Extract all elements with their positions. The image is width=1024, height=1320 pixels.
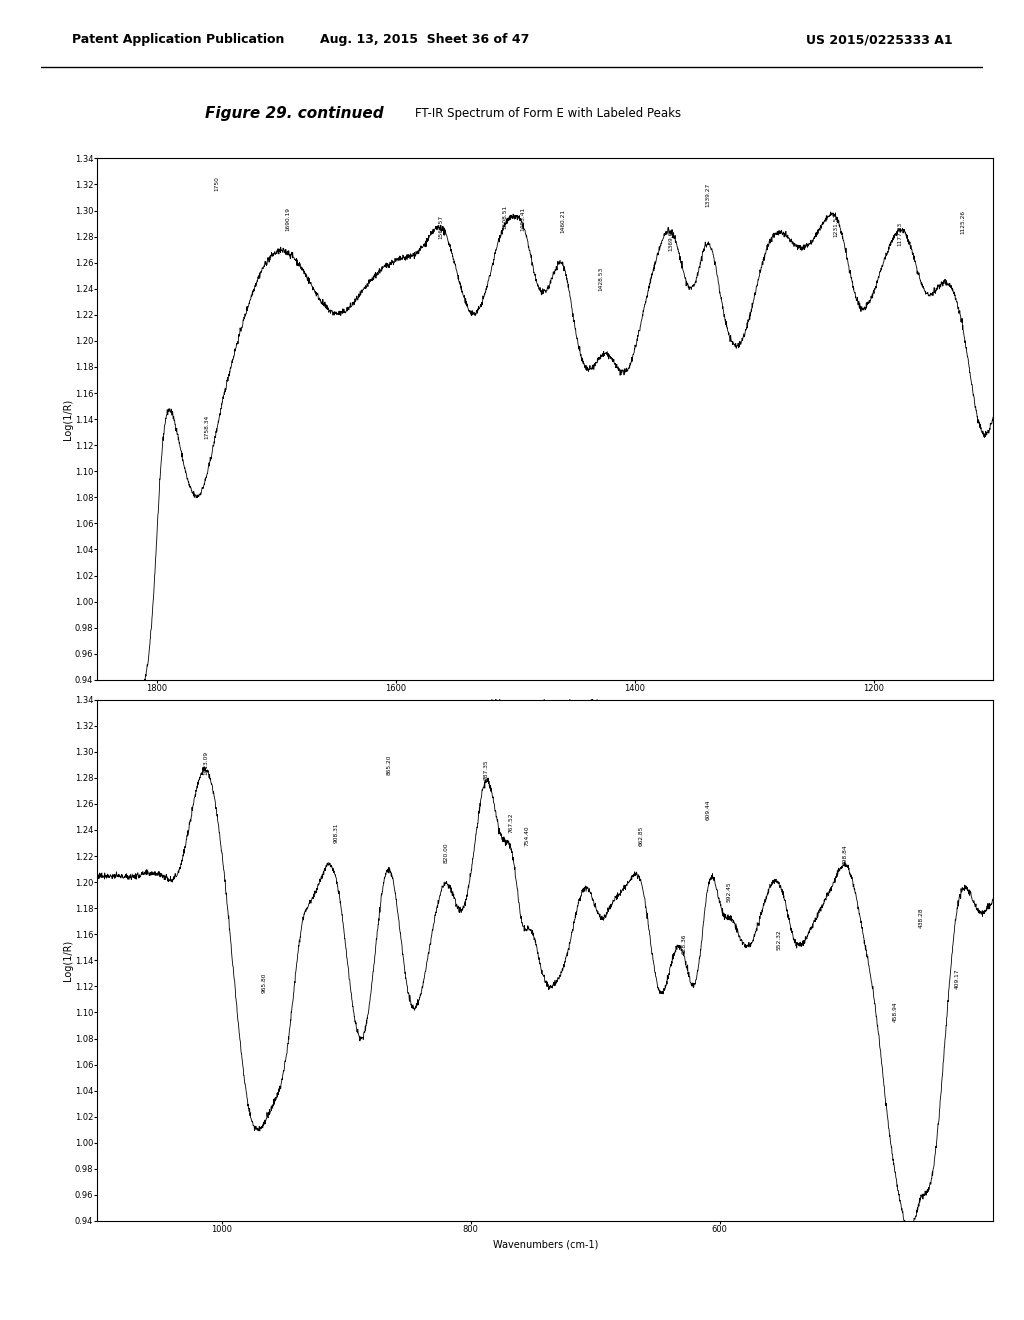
Y-axis label: Log(1/R): Log(1/R) xyxy=(63,399,74,440)
Text: FT-IR Spectrum of Form E with Labeled Peaks: FT-IR Spectrum of Form E with Labeled Pe… xyxy=(415,107,681,120)
Text: 1177.93: 1177.93 xyxy=(898,222,903,246)
Text: 458.94: 458.94 xyxy=(893,1001,898,1022)
Text: 592.45: 592.45 xyxy=(726,880,731,902)
Text: 1493.41: 1493.41 xyxy=(521,207,525,231)
Text: 438.28: 438.28 xyxy=(919,907,924,928)
Text: Patent Application Publication: Patent Application Publication xyxy=(72,33,284,46)
Text: 1369.62: 1369.62 xyxy=(669,227,674,251)
Text: 908.31: 908.31 xyxy=(334,822,338,843)
Text: 1562.57: 1562.57 xyxy=(438,215,443,239)
Text: 1013.09: 1013.09 xyxy=(203,751,208,775)
Text: Aug. 13, 2015  Sheet 36 of 47: Aug. 13, 2015 Sheet 36 of 47 xyxy=(321,33,529,46)
Text: 767.52: 767.52 xyxy=(509,812,513,833)
Text: 1428.53: 1428.53 xyxy=(598,267,603,292)
Text: 628.36: 628.36 xyxy=(682,933,687,954)
Text: 820.00: 820.00 xyxy=(443,842,449,862)
Text: 865.20: 865.20 xyxy=(387,755,392,775)
Text: 409.17: 409.17 xyxy=(954,969,959,989)
X-axis label: Wave numbers (cm-1): Wave numbers (cm-1) xyxy=(492,698,599,709)
Y-axis label: Log(1/R): Log(1/R) xyxy=(63,940,74,981)
Text: 1125.26: 1125.26 xyxy=(961,210,966,234)
Text: US 2015/0225333 A1: US 2015/0225333 A1 xyxy=(806,33,952,46)
Text: 1339.27: 1339.27 xyxy=(705,182,710,207)
Text: 1690.19: 1690.19 xyxy=(286,207,291,231)
Text: 662.85: 662.85 xyxy=(639,825,644,846)
Text: 787.35: 787.35 xyxy=(484,760,488,780)
Text: 965.80: 965.80 xyxy=(262,973,267,993)
Text: 1750: 1750 xyxy=(214,176,219,191)
X-axis label: Wavenumbers (cm-1): Wavenumbers (cm-1) xyxy=(493,1239,598,1250)
Text: 1231.57: 1231.57 xyxy=(834,213,839,236)
Text: 498.84: 498.84 xyxy=(843,845,848,865)
Text: 552.32: 552.32 xyxy=(776,929,781,950)
Text: 754.40: 754.40 xyxy=(525,825,529,846)
Text: 609.44: 609.44 xyxy=(706,799,711,820)
Text: 1460.21: 1460.21 xyxy=(560,209,565,232)
Text: 1758.34: 1758.34 xyxy=(204,414,209,438)
Text: Figure 29. continued: Figure 29. continued xyxy=(205,106,383,120)
Text: 1508.51: 1508.51 xyxy=(503,205,508,228)
